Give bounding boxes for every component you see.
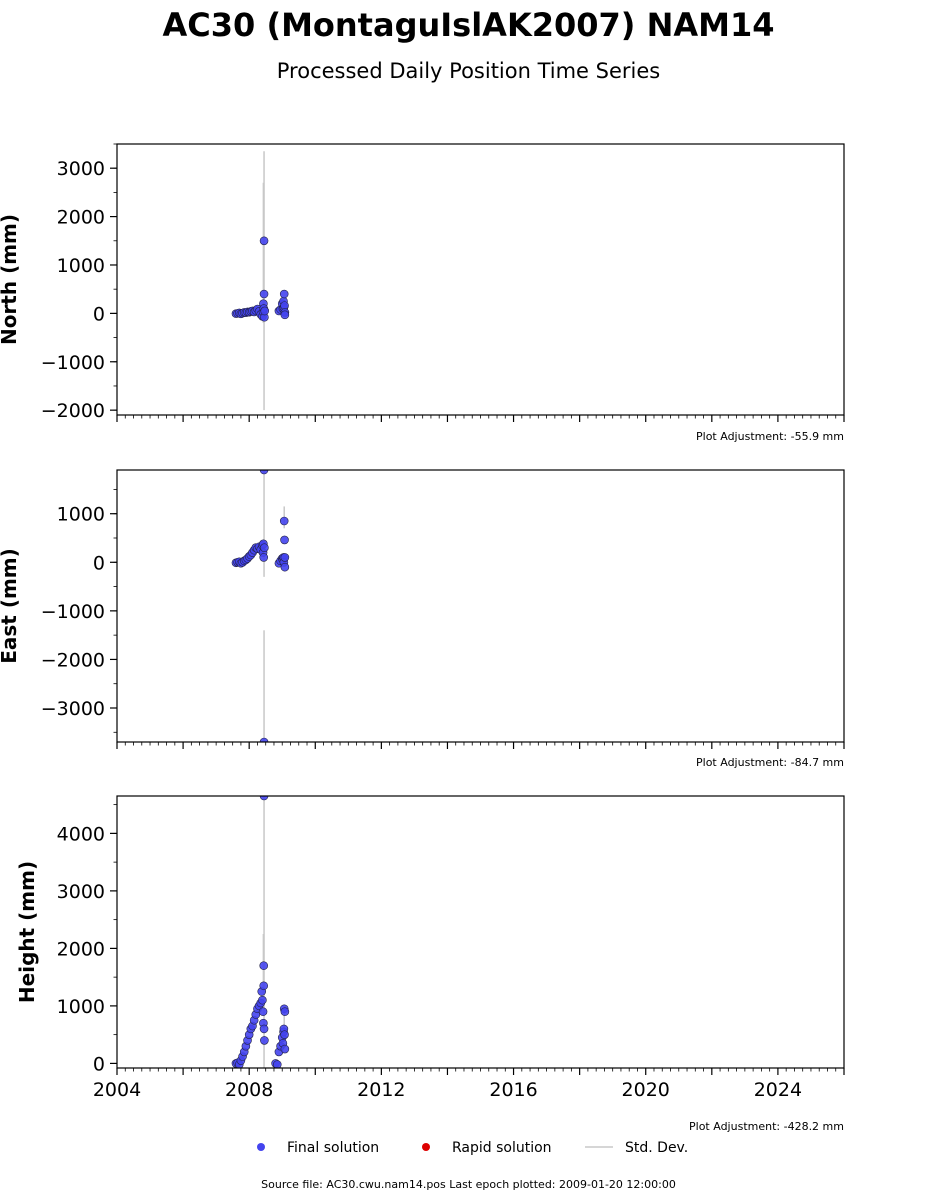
data-point [259, 961, 269, 970]
legend: Final solution Rapid solution Std. Dev. [257, 1140, 688, 1156]
data-point [258, 1007, 268, 1016]
data-layer [231, 151, 290, 411]
y-tick-label: 4000 [57, 823, 105, 845]
plot-frame [116, 795, 845, 1069]
legend-std-label: Std. Dev. [625, 1140, 688, 1156]
y-tick-label: 2000 [57, 938, 105, 960]
data-point [280, 535, 289, 545]
data-point [260, 306, 270, 316]
data-point [280, 553, 290, 562]
y-tick-label: 1000 [57, 996, 105, 1018]
data-layer [231, 470, 290, 742]
data-point [259, 981, 269, 991]
data-point [280, 1044, 290, 1054]
plot-frame [116, 469, 845, 743]
y-tick-label: −1000 [41, 352, 105, 374]
y-tick-label: 1000 [57, 255, 105, 277]
data-point [280, 1030, 289, 1039]
chart-title: AC30 (MontaguIslAK2007) NAM14 [163, 6, 775, 44]
plot-adjustment-label: Plot Adjustment: -84.7 mm [696, 756, 844, 769]
data-point [259, 737, 269, 742]
data-point [259, 470, 269, 475]
x-tick-label: 2024 [754, 1079, 802, 1101]
y-tick-label: −1000 [41, 601, 105, 623]
data-point [279, 289, 289, 299]
y-tick-label: 0 [93, 552, 105, 574]
y-axis-label: East (mm) [0, 548, 21, 664]
data-point [260, 1036, 269, 1045]
data-point [280, 310, 290, 320]
data-point [259, 1024, 269, 1034]
y-tick-label: 3000 [57, 158, 105, 180]
x-tick-label: 2004 [93, 1079, 141, 1101]
data-point [279, 516, 289, 526]
legend-rapid-marker [422, 1143, 430, 1151]
y-tick-label: 2000 [57, 207, 105, 229]
y-tick-label: 1000 [57, 504, 105, 526]
legend-final-label: Final solution [287, 1140, 379, 1156]
y-tick-label: 0 [93, 303, 105, 325]
plot-adjustment-label: Plot Adjustment: -428.2 mm [689, 1120, 844, 1133]
data-point [259, 553, 269, 562]
y-axis-label: Height (mm) [15, 861, 39, 1003]
height-panel: 2004 2008 2012 2016 2020 2024 0 1000 2000 3000 400… [15, 795, 845, 1133]
y-tick-label: 3000 [57, 881, 105, 903]
y-tick-label: 0 [93, 1053, 105, 1075]
data-point [259, 236, 269, 246]
x-tick-label: 2008 [225, 1079, 273, 1101]
plot-frame [116, 143, 845, 416]
data-point [280, 562, 290, 572]
data-layer [231, 796, 290, 1068]
data-point [259, 289, 269, 299]
x-tick-label: 2016 [489, 1079, 537, 1101]
x-tick-label: 2012 [357, 1079, 405, 1101]
y-tick-label: −3000 [41, 698, 105, 720]
x-tick-label: 2020 [622, 1079, 670, 1101]
y-tick-label: −2000 [41, 649, 105, 671]
legend-final-marker [257, 1143, 265, 1151]
y-axis-label: North (mm) [0, 214, 21, 345]
plot-adjustment-label: Plot Adjustment: -55.9 mm [696, 430, 844, 443]
legend-rapid-label: Rapid solution [452, 1140, 552, 1156]
data-point [258, 995, 267, 1005]
data-point [260, 543, 269, 553]
chart-subtitle: Processed Daily Position Time Series [277, 59, 661, 83]
data-point [259, 796, 269, 801]
data-point [272, 1060, 282, 1068]
east-panel: −3000 −2000 −1000 0 1000 East (mm) Plot Adjust… [0, 469, 845, 769]
y-tick-label: −2000 [41, 400, 105, 422]
north-panel: −2000 −1000 0 1000 2000 3000 North (mm) Plot Ad… [0, 143, 845, 443]
source-footer: Source file: AC30.cwu.nam14.pos Last epo… [261, 1178, 676, 1191]
data-point [280, 1007, 290, 1016]
